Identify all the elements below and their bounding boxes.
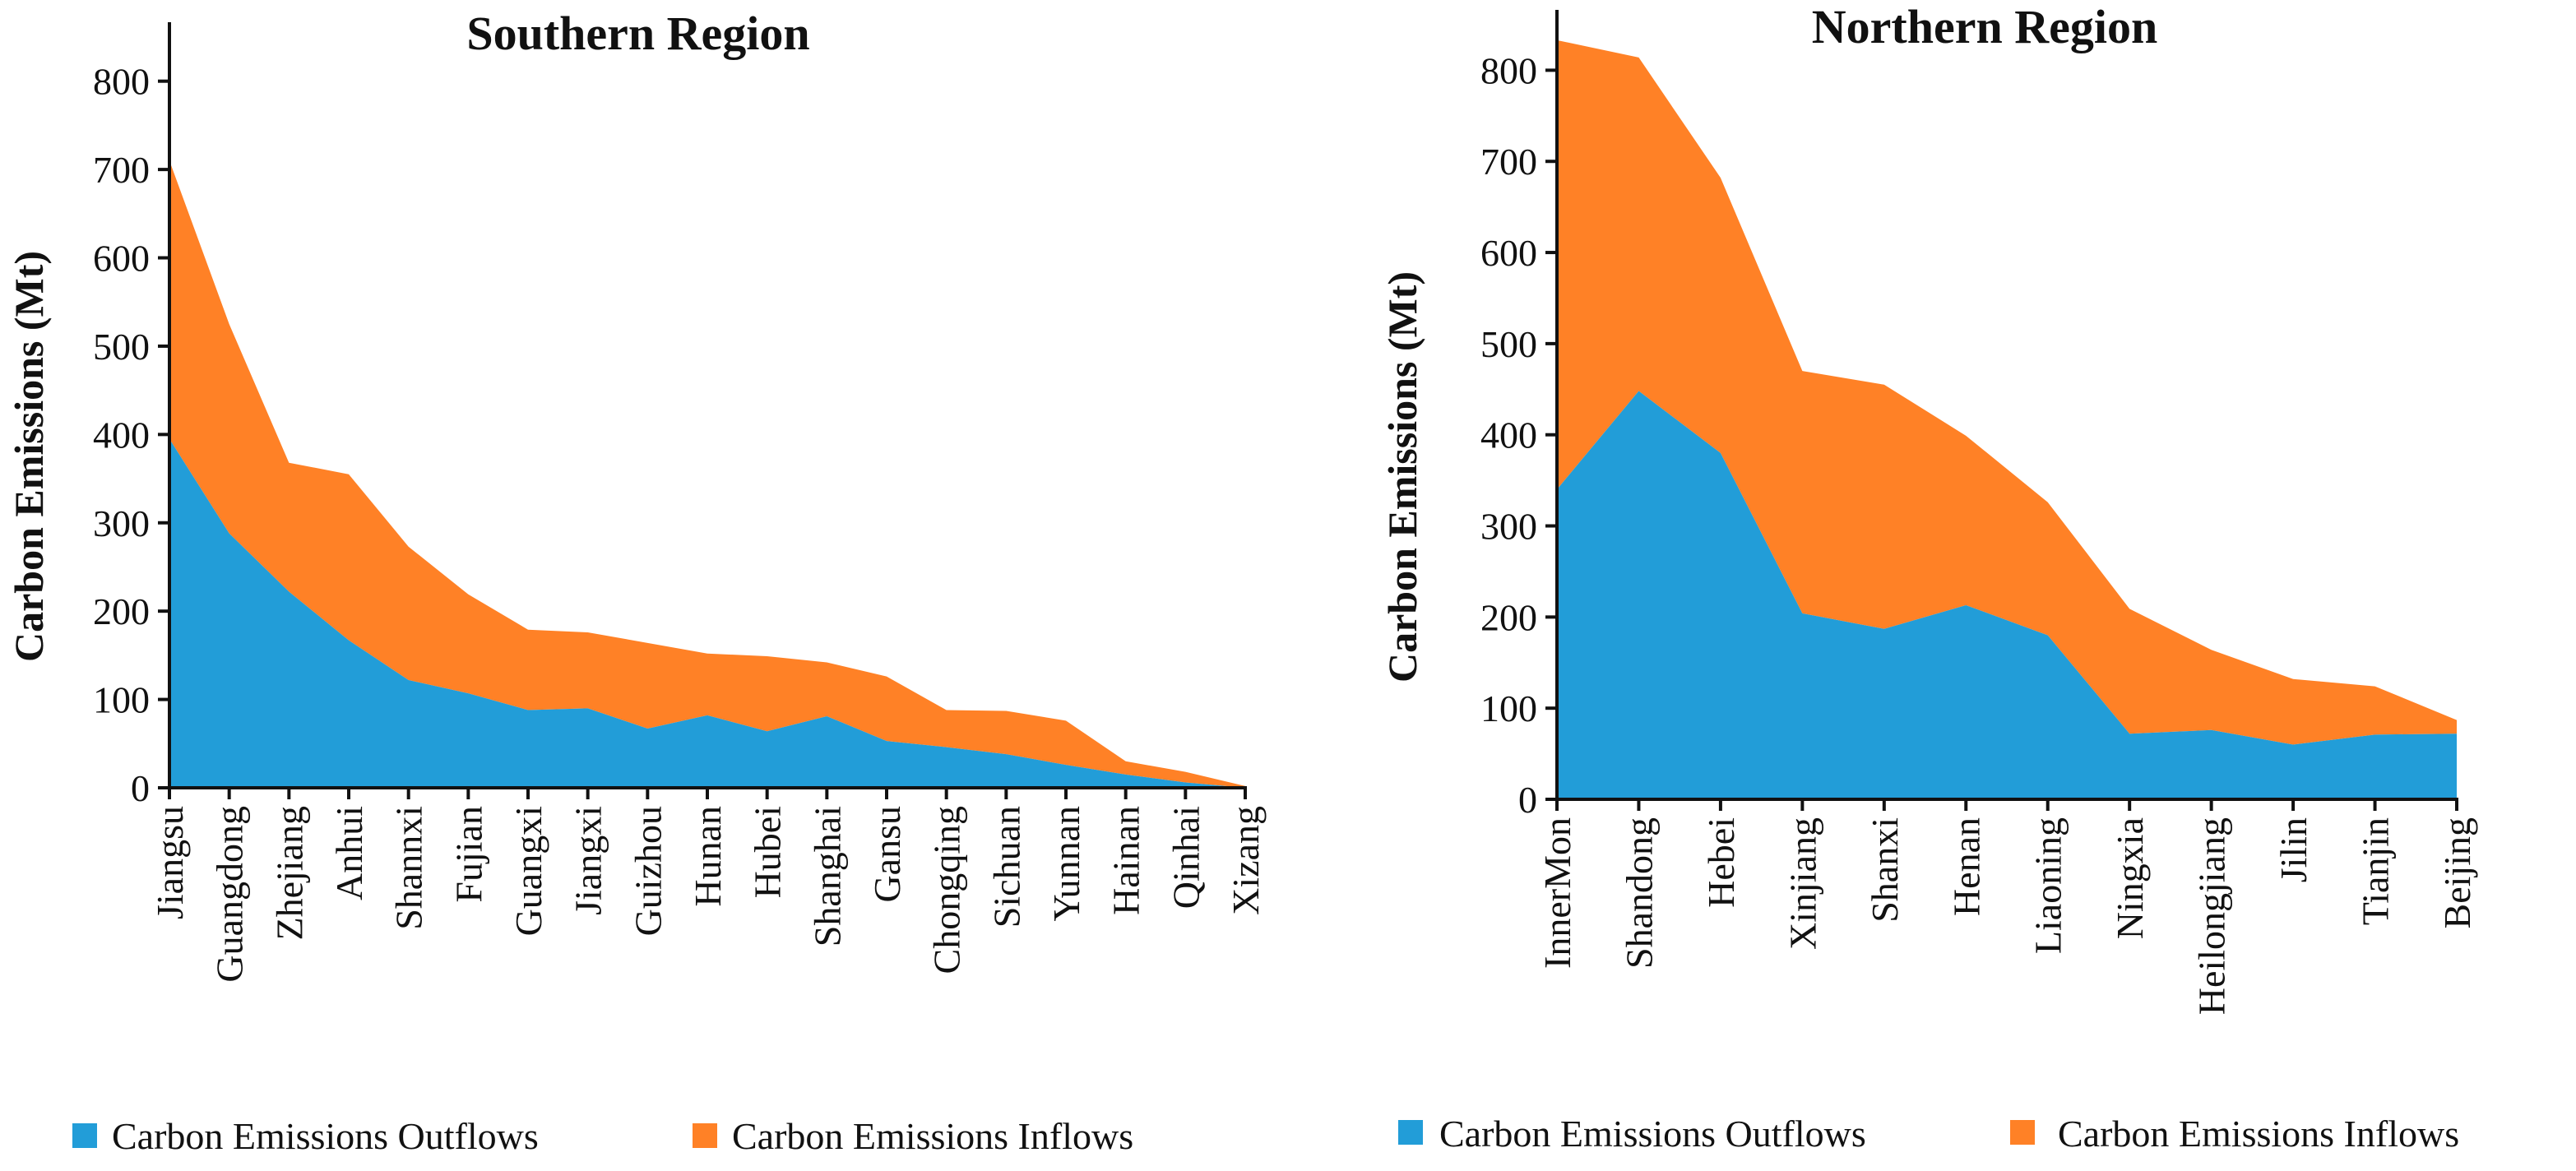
- legend-label-outflows: Carbon Emissions Outflows: [112, 1115, 539, 1157]
- y-tick-label: 600: [93, 238, 150, 280]
- outflows-area: [169, 438, 1245, 788]
- x-tick-label: Gansu: [866, 806, 908, 903]
- x-tick-label: Shanghai: [806, 806, 848, 947]
- y-tick-label: 500: [93, 326, 150, 368]
- legend-label-inflows: Carbon Emissions Inflows: [732, 1115, 1133, 1157]
- chart-title: Southern Region: [466, 7, 809, 60]
- x-tick-label: Shandong: [1618, 817, 1660, 969]
- legend-swatch-outflows: [1398, 1120, 1423, 1145]
- x-tick-label: Qinhai: [1165, 806, 1207, 909]
- y-tick-label: 300: [1480, 506, 1537, 548]
- x-tick-label: Beijing: [2436, 817, 2478, 928]
- northern-region-chart: Northern Region Carbon Emissions (Mt) 0 1…: [1379, 0, 2478, 1155]
- x-tick-label: Henan: [1945, 817, 1987, 916]
- legend-swatch-outflows: [72, 1123, 97, 1148]
- x-tick-label: Hubei: [747, 806, 789, 898]
- legend-label-outflows: Carbon Emissions Outflows: [1439, 1113, 1866, 1155]
- outflows-area: [1557, 391, 2457, 799]
- x-tick-label: Zhejiang: [268, 806, 310, 941]
- legend-label-inflows: Carbon Emissions Inflows: [2058, 1113, 2459, 1155]
- x-tick-label: Jiangsu: [149, 806, 191, 919]
- x-tick-label: Hainan: [1105, 806, 1147, 915]
- x-tick-label: Guangdong: [209, 806, 251, 983]
- y-tick-label: 0: [131, 767, 150, 809]
- y-tick-label: 0: [1518, 779, 1537, 821]
- inflows-area: [1557, 39, 2457, 745]
- y-axis-label: Carbon Emissions (Mt): [6, 251, 52, 662]
- chart-title: Northern Region: [1812, 0, 2157, 53]
- legend: Carbon Emissions Outflows Carbon Emissio…: [1398, 1113, 2459, 1155]
- inflows-area: [169, 160, 1245, 788]
- x-tick-label: Anhui: [328, 806, 370, 900]
- y-tick-label: 100: [1480, 687, 1537, 729]
- x-tick-label: Fujian: [447, 806, 489, 903]
- y-tick-label: 300: [93, 502, 150, 544]
- x-tick-label: Ningxia: [2109, 817, 2151, 939]
- y-tick-label: 600: [1480, 232, 1537, 274]
- x-tick-label: Chongqing: [926, 806, 968, 974]
- y-tick-label: 200: [93, 590, 150, 632]
- x-tick-label: Guizhou: [627, 806, 669, 936]
- x-tick-label: Liaoning: [2027, 817, 2069, 954]
- y-tick-label: 400: [93, 414, 150, 456]
- x-tick-label: Yunnan: [1045, 806, 1087, 922]
- x-tick-label: Hunan: [687, 806, 729, 907]
- x-tick-label: Tianjin: [2355, 817, 2397, 925]
- y-tick-label: 500: [1480, 323, 1537, 365]
- legend-swatch-inflows: [693, 1123, 717, 1148]
- x-tick-label: Guangxi: [507, 806, 549, 936]
- y-tick-label: 400: [1480, 414, 1537, 456]
- x-tick-label: Xizang: [1225, 806, 1267, 915]
- y-tick-label: 800: [93, 61, 150, 103]
- y-tick-label: 200: [1480, 596, 1537, 638]
- y-tick-label: 800: [1480, 49, 1537, 91]
- y-tick-label: 700: [93, 149, 150, 191]
- x-tick-label: Sichuan: [985, 806, 1027, 928]
- y-tick-label: 700: [1480, 141, 1537, 183]
- x-tick-label: Hebei: [1700, 817, 1742, 908]
- x-tick-label: Xinjiang: [1781, 817, 1823, 950]
- x-tick-label: Jiangxi: [568, 806, 609, 915]
- legend-swatch-inflows: [2010, 1120, 2035, 1145]
- x-tick-label: Shannxi: [388, 806, 430, 930]
- y-axis-label: Carbon Emissions (Mt): [1379, 271, 1425, 683]
- x-tick-label: Shanxi: [1864, 817, 1906, 923]
- x-tick-label: Jilin: [2273, 817, 2314, 882]
- y-tick-label: 100: [93, 679, 150, 721]
- x-tick-label: InnerMon: [1536, 817, 1578, 969]
- southern-region-chart: Southern Region Carbon Emissions (Mt) 0 1…: [6, 7, 1267, 1157]
- x-tick-label: Heilongjiang: [2191, 817, 2233, 1015]
- legend: Carbon Emissions Outflows Carbon Emissio…: [72, 1115, 1133, 1157]
